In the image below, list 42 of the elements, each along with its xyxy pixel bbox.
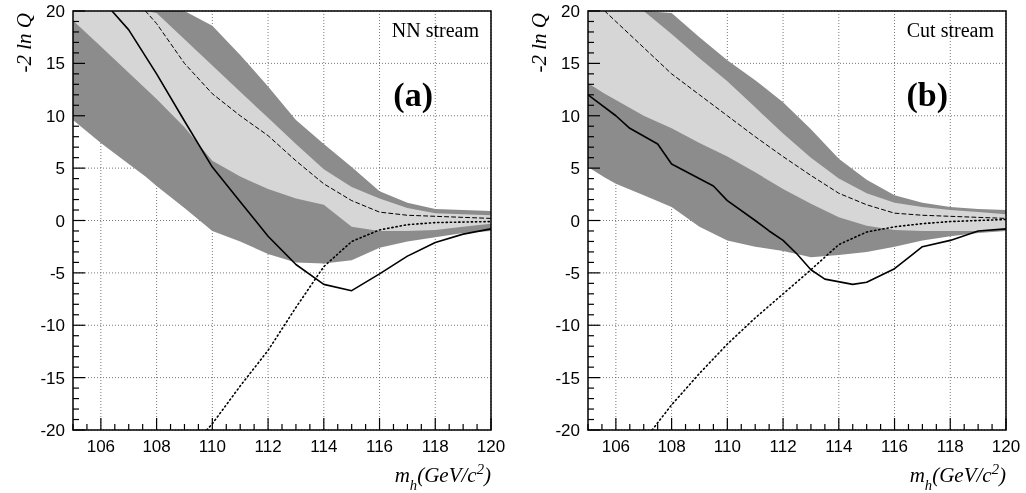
x-tick-label: 118	[421, 437, 449, 456]
x-tick-label: 114	[825, 437, 853, 456]
y-tick-label: -15	[555, 368, 580, 388]
y-tick-label: -5	[564, 263, 580, 283]
x-tick-label: 112	[254, 437, 282, 456]
y-tick-label: 20	[561, 2, 580, 21]
annotation: NN stream	[391, 19, 480, 41]
x-tick-label: 106	[601, 437, 631, 456]
y-tick-label: 10	[46, 106, 65, 126]
annotation: (a)	[393, 76, 433, 114]
y-axis-title: -2 ln Q	[527, 13, 551, 73]
y-tick-label: -10	[555, 316, 580, 336]
y-tick-label: -15	[40, 368, 65, 388]
annotation: (b)	[906, 76, 948, 114]
y-tick-label: 15	[561, 54, 580, 74]
y-tick-label: -20	[555, 421, 580, 440]
x-axis-title: m$_{h}$(GeV/c$^{2}$)	[394, 461, 491, 493]
y-tick-label: 5	[55, 159, 65, 179]
y-tick-label: 0	[55, 211, 65, 231]
y-tick-label: -5	[49, 263, 65, 283]
x-tick-label: 110	[198, 437, 226, 456]
x-tick-label: 116	[880, 437, 909, 456]
y-tick-label: 20	[46, 2, 65, 21]
x-tick-label: 110	[713, 437, 741, 456]
y-tick-label: 15	[46, 54, 65, 74]
x-tick-label: 118	[936, 437, 964, 456]
y-tick-label: -20	[40, 421, 65, 440]
annotation: Cut stream	[906, 19, 995, 41]
x-tick-label: 106	[86, 437, 116, 456]
x-tick-label: 112	[769, 437, 797, 456]
y-axis-title: -2 ln Q	[12, 13, 36, 73]
y-tick-label: 0	[570, 211, 580, 231]
x-tick-label: 116	[365, 437, 394, 456]
x-axis-title: m$_{h}$(GeV/c$^{2}$)	[909, 461, 1006, 493]
x-tick-label: 108	[142, 437, 171, 456]
y-tick-label: 5	[570, 159, 580, 179]
x-tick-label: 114	[310, 437, 338, 456]
y-tick-label: -10	[40, 316, 65, 336]
x-tick-label: 120	[476, 437, 506, 456]
x-tick-label: 108	[657, 437, 686, 456]
x-tick-label: 120	[991, 437, 1021, 456]
y-tick-label: 10	[561, 106, 580, 126]
